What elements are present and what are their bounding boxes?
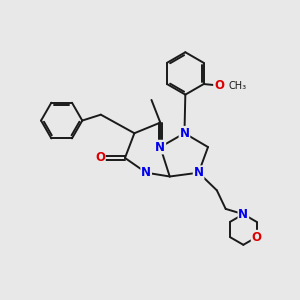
Text: CH₃: CH₃ xyxy=(229,80,247,91)
Text: O: O xyxy=(214,79,224,92)
Text: N: N xyxy=(238,208,248,221)
Text: N: N xyxy=(155,141,165,154)
Text: N: N xyxy=(194,166,204,179)
Text: N: N xyxy=(179,127,190,140)
Text: O: O xyxy=(252,231,262,244)
Text: N: N xyxy=(141,166,151,179)
Text: O: O xyxy=(95,152,105,164)
